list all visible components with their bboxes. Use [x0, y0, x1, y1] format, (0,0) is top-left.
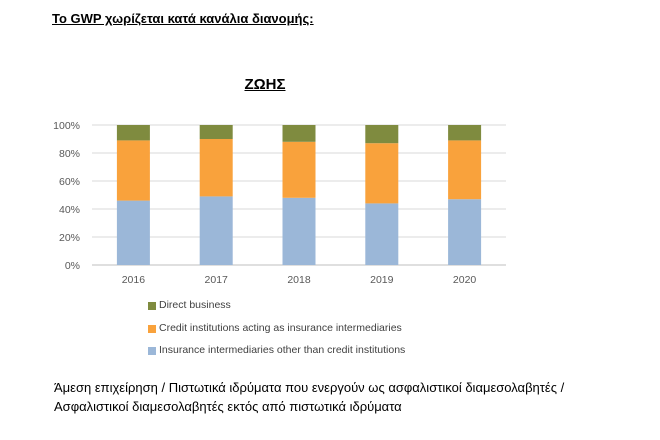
bar-segment — [365, 143, 399, 204]
y-tick-label: 100% — [53, 120, 80, 132]
bar-segment — [448, 125, 482, 141]
bar-segment — [365, 203, 399, 265]
bar-segment — [448, 140, 482, 200]
y-tick-label: 60% — [59, 176, 80, 188]
caption: Άμεση επιχείρηση / Πιστωτικά ιδρύματα πο… — [54, 378, 654, 416]
bar-segment — [116, 125, 150, 141]
x-tick-label: 2020 — [453, 274, 477, 286]
bar-segment — [116, 200, 150, 265]
x-tick-label: 2017 — [205, 274, 229, 286]
y-tick-label: 80% — [59, 148, 80, 160]
legend-label: Direct business — [159, 299, 231, 311]
bar-segment — [365, 125, 399, 144]
x-tick-label: 2019 — [370, 274, 394, 286]
caption-line-1: Άμεση επιχείρηση / Πιστωτικά ιδρύματα πο… — [54, 380, 565, 395]
page-heading: Το GWP χωρίζεται κατά κανάλια διανομής: — [52, 11, 314, 26]
bar-segment — [282, 197, 316, 265]
legend-label: Insurance intermediaries other than cred… — [159, 344, 406, 356]
bar-segment — [282, 125, 316, 142]
legend-swatch — [148, 325, 156, 333]
x-tick-label: 2016 — [122, 274, 146, 286]
legend-label: Credit institutions acting as insurance … — [159, 322, 402, 334]
bar-segment — [199, 196, 233, 265]
bar-segment — [199, 125, 233, 139]
bar-segment — [448, 199, 482, 265]
chart-title: ΖΩΗΣ — [244, 76, 286, 93]
x-tick-label: 2018 — [287, 274, 311, 286]
y-tick-label: 0% — [65, 260, 80, 272]
legend-swatch — [148, 347, 156, 355]
bar-segment — [116, 140, 150, 201]
y-tick-label: 40% — [59, 204, 80, 216]
legend-swatch — [148, 302, 156, 310]
caption-line-2: Ασφαλιστικοί διαμεσολαβητές εκτός από πι… — [54, 399, 402, 414]
bar-segment — [282, 141, 316, 198]
bar-segment — [199, 139, 233, 197]
y-tick-label: 20% — [59, 232, 80, 244]
